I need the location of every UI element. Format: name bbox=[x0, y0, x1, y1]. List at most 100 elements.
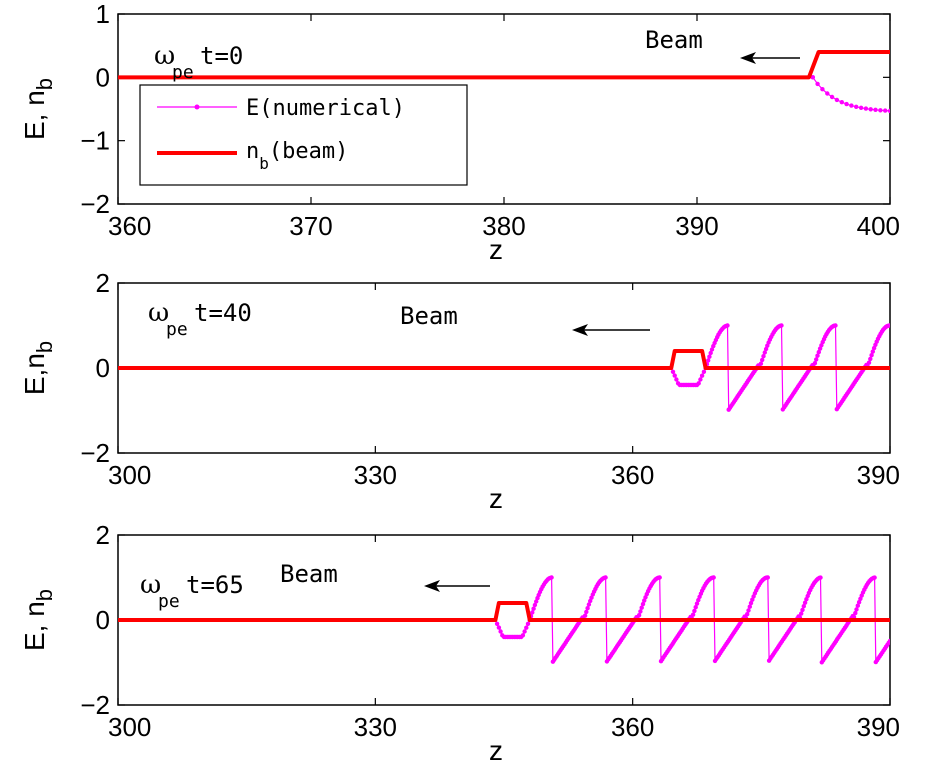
omega-symbol: ω bbox=[154, 41, 175, 71]
field-point bbox=[818, 575, 823, 580]
x-tick-label: 390 bbox=[857, 712, 900, 742]
field-point bbox=[701, 369, 707, 374]
y-tick-label: 2 bbox=[96, 520, 110, 550]
field-point bbox=[672, 373, 677, 378]
legend-beam-label: nb(beam) bbox=[246, 139, 348, 173]
field-point bbox=[584, 609, 589, 615]
field-point bbox=[747, 604, 752, 609]
time-value: t=40 bbox=[194, 299, 252, 327]
x-axis-label: z bbox=[489, 735, 503, 763]
field-markers bbox=[810, 75, 890, 114]
field-point bbox=[887, 323, 890, 328]
field-point bbox=[708, 350, 713, 356]
beam-annotation: Beam bbox=[280, 560, 338, 588]
field-point bbox=[693, 605, 698, 610]
field-point bbox=[812, 361, 818, 366]
field-point bbox=[532, 602, 538, 608]
field-point bbox=[887, 638, 890, 644]
field-point bbox=[520, 633, 526, 638]
y-tick-label: 1 bbox=[96, 0, 110, 29]
legend: E(numerical) nb(beam) bbox=[139, 84, 468, 186]
field-point bbox=[844, 101, 849, 107]
field-point bbox=[855, 603, 860, 608]
field-point bbox=[816, 349, 821, 355]
field-point bbox=[690, 612, 696, 617]
arrow-head bbox=[572, 324, 588, 336]
field-point bbox=[883, 108, 888, 113]
field-point bbox=[871, 345, 877, 351]
field-point bbox=[698, 377, 703, 382]
x-tick-label: 380 bbox=[482, 211, 525, 241]
time-label: ωpe t=65 bbox=[140, 570, 244, 612]
field-point bbox=[839, 100, 844, 105]
time-label: ωpe t=0 bbox=[154, 41, 243, 83]
field-point bbox=[549, 575, 554, 580]
field-point bbox=[868, 356, 873, 362]
panel-3: 300 330 360 390 −2 0 2 z E, nb ωpe t=65 Beam bbox=[19, 520, 900, 763]
legend-field-label: E(numerical) bbox=[246, 96, 405, 121]
field-point bbox=[760, 357, 765, 363]
time-label: ωpe t=40 bbox=[148, 298, 252, 340]
field-point bbox=[800, 607, 805, 613]
field-point bbox=[762, 350, 767, 355]
field-point bbox=[834, 97, 840, 103]
field-point bbox=[820, 87, 825, 92]
field-point bbox=[711, 575, 716, 580]
plot-area bbox=[118, 575, 890, 665]
field-point bbox=[525, 621, 531, 626]
field-point bbox=[588, 598, 593, 604]
field-point bbox=[696, 381, 701, 386]
field-point bbox=[639, 605, 644, 610]
x-axis-label: z bbox=[489, 483, 503, 514]
x-tick-label: 360 bbox=[611, 712, 654, 742]
field-point bbox=[709, 347, 715, 352]
field-markers bbox=[670, 323, 890, 412]
field-point bbox=[750, 597, 755, 602]
y-axis-label: E, nb bbox=[19, 78, 57, 140]
y-tick-label: −1 bbox=[80, 126, 110, 156]
field-point bbox=[829, 94, 835, 100]
x-tick-label: 360 bbox=[108, 211, 151, 241]
x-tick-label: 360 bbox=[611, 460, 654, 490]
field-markers bbox=[494, 575, 890, 665]
field-point bbox=[801, 604, 806, 609]
omega-symbol: ω bbox=[148, 298, 169, 328]
field-point bbox=[674, 377, 679, 382]
x-axis-label: z bbox=[489, 234, 503, 265]
field-point bbox=[636, 613, 642, 618]
beam-annotation: Beam bbox=[645, 26, 703, 54]
field-point bbox=[833, 323, 838, 328]
x-tick-label: 330 bbox=[354, 712, 397, 742]
field-point bbox=[696, 597, 701, 603]
y-tick-label: 0 bbox=[96, 62, 110, 92]
field-point bbox=[530, 610, 535, 615]
y-axis-label: E,nb bbox=[19, 341, 57, 395]
field-point bbox=[694, 601, 700, 606]
field-point bbox=[856, 600, 862, 605]
arrow-head bbox=[424, 580, 440, 592]
field-point bbox=[758, 361, 764, 366]
field-point bbox=[825, 91, 830, 96]
field-point bbox=[854, 607, 859, 612]
plot-area bbox=[118, 50, 890, 114]
field-point bbox=[640, 601, 646, 607]
panel-2: 300 330 360 390 −2 0 2 z E,nb ωpe t=40 Beam bbox=[19, 268, 900, 514]
y-tick-label: 0 bbox=[96, 605, 110, 635]
x-tick-label: 390 bbox=[857, 460, 900, 490]
time-subscript: pe bbox=[158, 591, 180, 612]
field-point bbox=[878, 108, 883, 113]
field-point bbox=[638, 609, 643, 614]
field-point bbox=[524, 625, 529, 630]
field-point bbox=[817, 346, 823, 351]
y-tick-label: −2 bbox=[80, 438, 110, 468]
field-point bbox=[707, 354, 712, 359]
field-point bbox=[802, 600, 808, 605]
field-point bbox=[585, 606, 590, 611]
time-subscript: pe bbox=[172, 62, 194, 83]
x-tick-label: 400 bbox=[857, 211, 900, 241]
field-point bbox=[872, 575, 877, 580]
time-value: t=65 bbox=[186, 571, 244, 599]
field-point bbox=[887, 108, 890, 114]
beam-line bbox=[118, 601, 890, 622]
